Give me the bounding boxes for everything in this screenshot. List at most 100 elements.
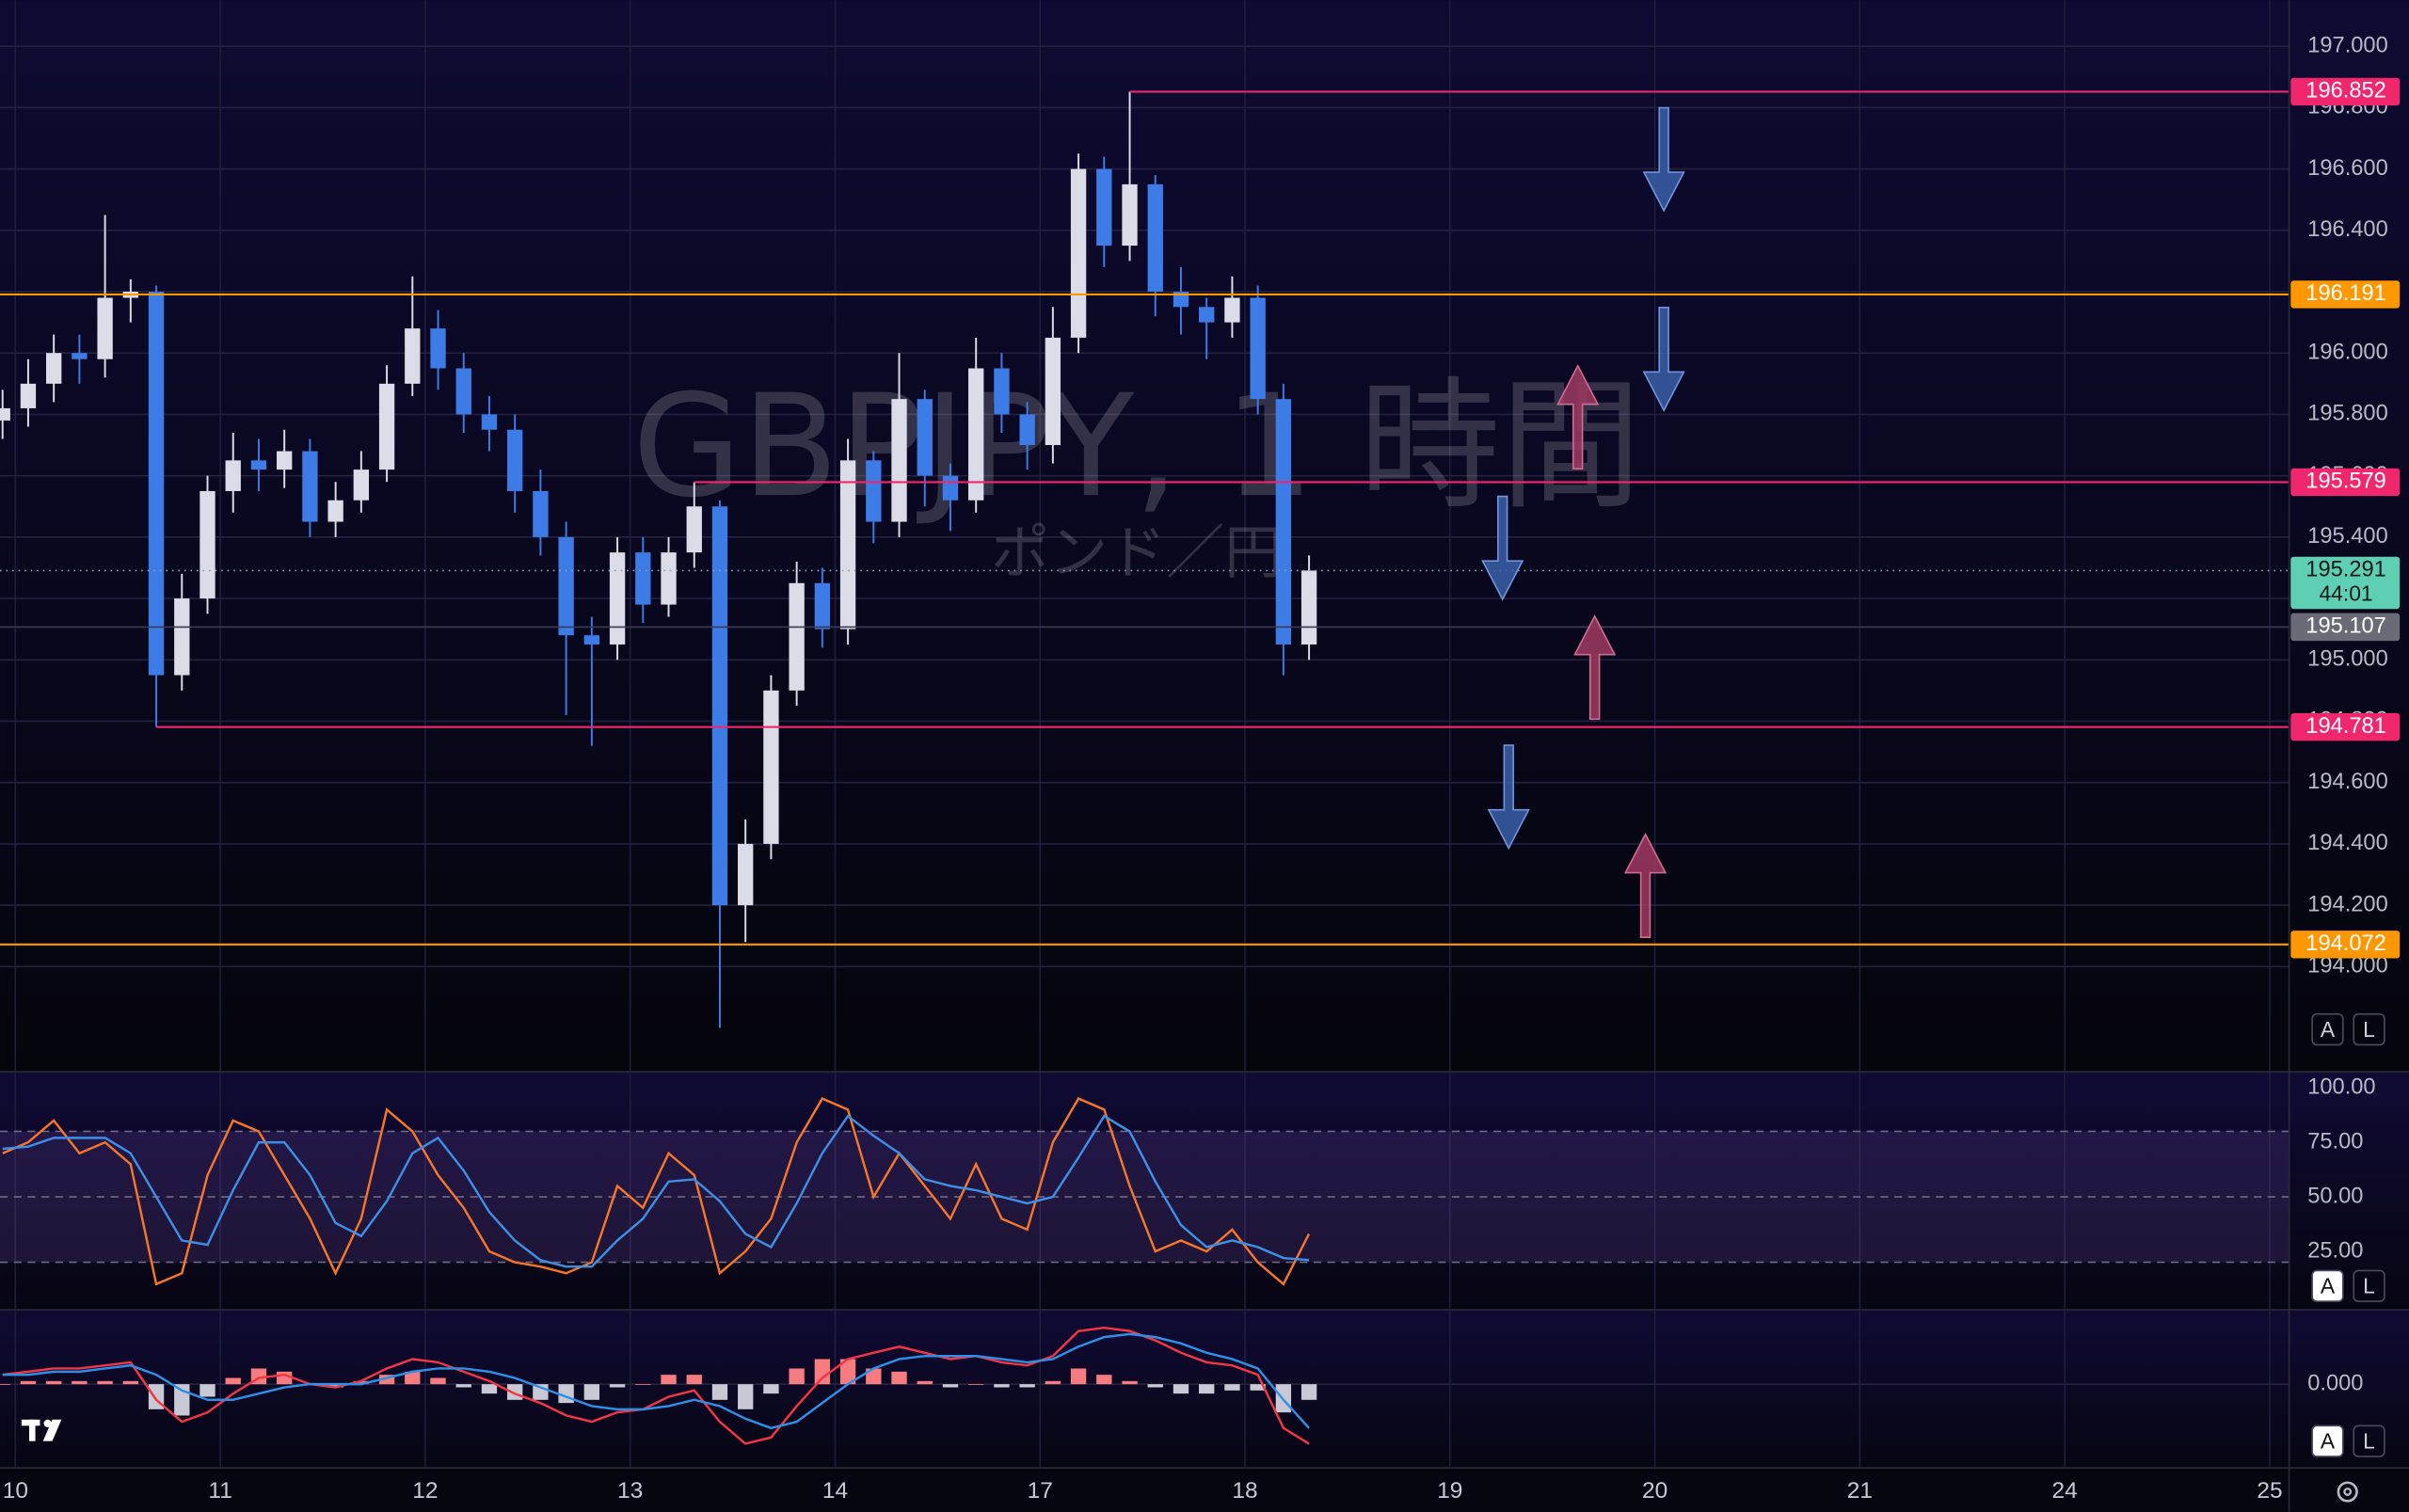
price-label-bg xyxy=(2290,931,2401,959)
candle-body xyxy=(1045,337,1061,446)
scale-button-label[interactable]: L xyxy=(2363,1017,2375,1042)
indicator-line xyxy=(2,1097,1311,1286)
arrow-down xyxy=(1642,306,1685,412)
candle-body xyxy=(455,368,471,415)
macd-histogram-bar xyxy=(174,1384,190,1416)
x-tick-label: 10 xyxy=(3,1478,28,1504)
macd-histogram-bar xyxy=(225,1377,241,1385)
macd-histogram-bar xyxy=(353,1380,370,1385)
macd-histogram-bar xyxy=(1147,1384,1163,1388)
macd-histogram-bar xyxy=(405,1371,421,1385)
price-label: 196.191 xyxy=(2305,281,2386,306)
macd-histogram-bar xyxy=(609,1384,626,1388)
price-label: 194.072 xyxy=(2305,931,2386,956)
macd-histogram-bar xyxy=(1019,1384,1035,1388)
macd-histogram-bar xyxy=(814,1359,831,1385)
candle-body xyxy=(302,451,318,522)
x-tick-label: 21 xyxy=(1847,1478,1873,1504)
y-tick-label: 196.600 xyxy=(2307,156,2388,181)
candle-body xyxy=(1224,297,1240,323)
candle-body xyxy=(1070,168,1087,338)
candle-body xyxy=(839,460,856,629)
macd-histogram-bar xyxy=(481,1384,498,1394)
scale-button-label[interactable]: A xyxy=(2321,1017,2336,1042)
y-tick-label: 195.400 xyxy=(2307,524,2388,549)
candle-body xyxy=(711,506,728,906)
price-label-bg xyxy=(2290,280,2401,309)
candle-body xyxy=(148,291,165,676)
candle-body xyxy=(353,470,370,501)
macd-histogram-bar xyxy=(866,1368,882,1385)
candle-body xyxy=(1250,297,1266,400)
scale-button[interactable] xyxy=(2353,1012,2385,1046)
candle-body xyxy=(558,536,574,636)
candle-body xyxy=(405,328,421,384)
macd-histogram-bar xyxy=(1070,1368,1087,1385)
candle-body xyxy=(917,399,933,476)
macd-histogram-bar xyxy=(1045,1380,1061,1385)
candle-body xyxy=(507,429,523,491)
macd-histogram-bar xyxy=(994,1384,1010,1388)
y-tick-label: 195.000 xyxy=(2307,647,2388,672)
candle-body xyxy=(1019,414,1035,446)
scale-button[interactable] xyxy=(2311,1424,2344,1457)
macd-histogram-bar xyxy=(891,1371,907,1385)
scale-button-label[interactable]: A xyxy=(2321,1273,2336,1297)
price-label: 194.781 xyxy=(2305,714,2386,739)
candle-body xyxy=(20,383,37,408)
y-tick-label: 196.400 xyxy=(2307,217,2388,242)
macd-histogram-bar xyxy=(1300,1384,1317,1400)
scale-button-label[interactable]: L xyxy=(2363,1273,2375,1297)
y-tick-label: 197.000 xyxy=(2307,33,2388,57)
macd-histogram-bar xyxy=(635,1384,651,1385)
candle-body xyxy=(609,552,626,645)
scale-button[interactable] xyxy=(2311,1269,2344,1302)
x-tick-label: 19 xyxy=(1437,1478,1462,1504)
macd-histogram-bar xyxy=(122,1380,139,1385)
macd-histogram-bar xyxy=(1199,1384,1215,1394)
candle-body xyxy=(635,552,651,605)
price-label-bg xyxy=(2290,468,2401,497)
watermark-symbol: GBPJPY, 1 時間 xyxy=(632,365,1641,529)
y-tick-label: 194.200 xyxy=(2307,892,2388,916)
macd-histogram-bar xyxy=(327,1384,343,1388)
macd-histogram-bar xyxy=(1096,1375,1112,1385)
candle-body xyxy=(0,407,10,421)
x-tick-label: 14 xyxy=(822,1478,848,1504)
candle-body xyxy=(199,490,215,599)
x-tick-label: 11 xyxy=(208,1478,231,1504)
scale-button[interactable] xyxy=(2353,1269,2385,1302)
candle-body xyxy=(1147,183,1163,292)
candle-body xyxy=(686,506,702,553)
macd-histogram-bar xyxy=(738,1384,754,1409)
macd-histogram-bar xyxy=(763,1384,779,1394)
candle-body xyxy=(661,552,677,605)
macd-histogram-bar xyxy=(97,1380,113,1385)
stoch-pane xyxy=(0,1072,2409,1310)
macd-histogram-bar xyxy=(917,1380,933,1385)
macd-histogram-bar xyxy=(583,1384,600,1400)
x-tick-label: 17 xyxy=(1028,1478,1053,1504)
y-tick-label: 194.600 xyxy=(2307,770,2388,794)
y-tick-label: 50.00 xyxy=(2307,1184,2363,1208)
macd-histogram-bar xyxy=(455,1384,471,1388)
scale-button-label[interactable]: A xyxy=(2321,1428,2336,1453)
stoch-band xyxy=(0,1131,2289,1263)
settings-button[interactable] xyxy=(2337,1481,2358,1503)
y-tick-label: 194.400 xyxy=(2307,831,2388,855)
candle-body xyxy=(814,582,831,629)
y-tick-label: 75.00 xyxy=(2307,1129,2363,1154)
scale-button[interactable] xyxy=(2311,1012,2344,1046)
candle-body xyxy=(533,490,549,537)
scale-button-label[interactable]: L xyxy=(2363,1428,2375,1453)
scale-button[interactable] xyxy=(2353,1424,2385,1457)
arrow-down xyxy=(1481,495,1524,601)
candle-body xyxy=(968,368,984,501)
candle-body xyxy=(994,368,1010,415)
macd-histogram-bar xyxy=(1250,1384,1266,1391)
candle-body xyxy=(378,383,395,470)
candle-body xyxy=(250,460,267,470)
x-tick-label: 12 xyxy=(412,1478,438,1504)
candle-body xyxy=(46,353,62,384)
